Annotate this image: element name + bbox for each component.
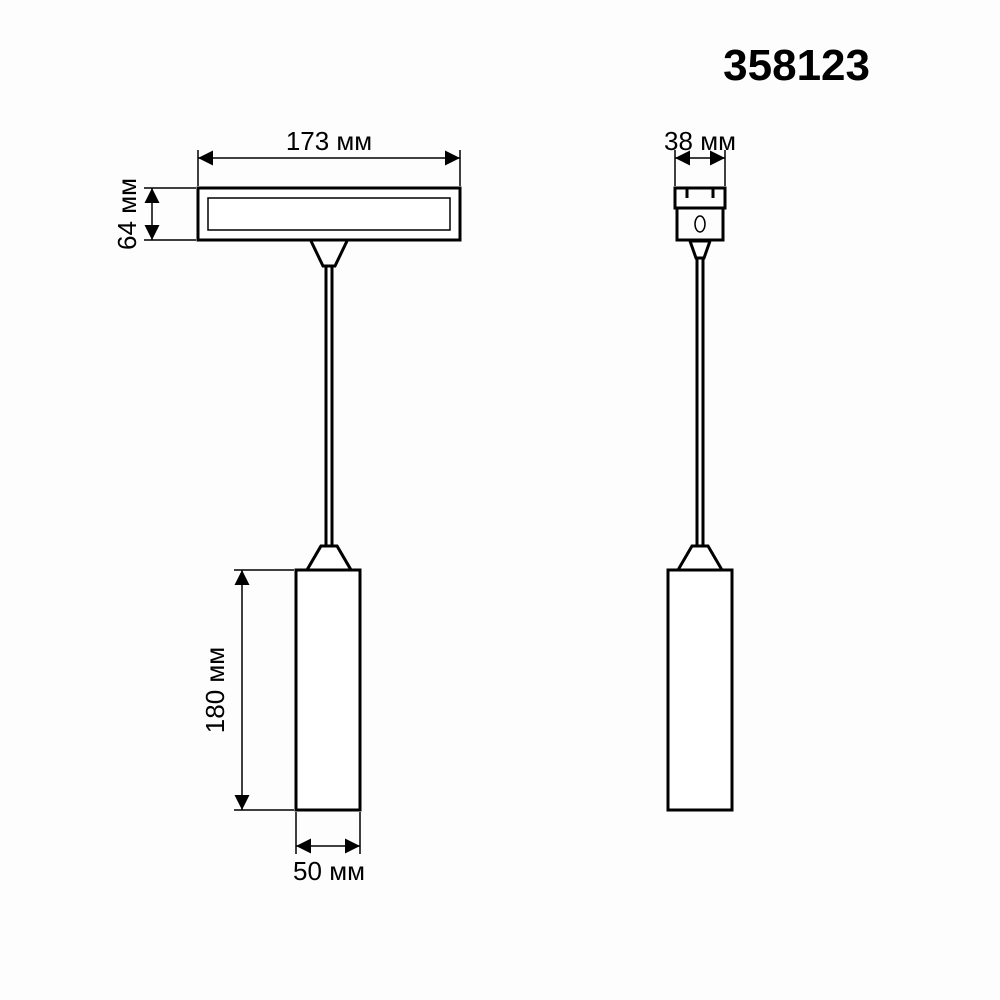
dim-mount-height-label: 64 мм (112, 178, 142, 250)
side-view (668, 188, 732, 810)
dim-tube-diameter-label: 50 мм (293, 856, 365, 886)
dim-side-width-label: 38 мм (664, 126, 736, 156)
dim-mount-width: 173 мм (198, 126, 460, 186)
side-tube-cone (678, 546, 722, 570)
side-cable (697, 258, 703, 546)
dim-mount-height: 64 мм (112, 178, 196, 250)
tube-body (296, 570, 360, 810)
connector-lower (677, 208, 723, 240)
product-code: 358123 (723, 41, 870, 90)
technical-drawing: 358123 (0, 0, 1000, 1000)
mount-body (198, 188, 460, 240)
dim-tube-length: 180 мм (200, 570, 294, 810)
connector-hole (695, 216, 705, 232)
tube-top-cone-fill (307, 546, 351, 570)
side-cable-cone (690, 241, 710, 258)
dim-mount-width-label: 173 мм (286, 126, 372, 156)
front-view (198, 188, 460, 810)
dim-tube-diameter: 50 мм (293, 812, 365, 886)
cable-top-cone (311, 241, 347, 266)
dim-tube-length-label: 180 мм (200, 647, 230, 733)
side-tube-body (668, 570, 732, 810)
dim-side-width: 38 мм (664, 126, 736, 186)
cable (326, 266, 332, 546)
connector-outer (675, 188, 725, 208)
